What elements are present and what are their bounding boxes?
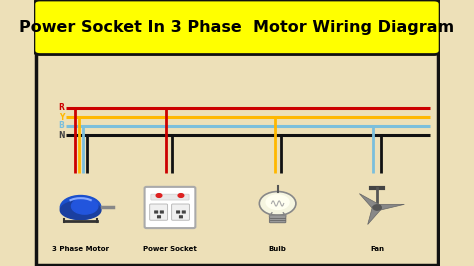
Text: Power Socket: Power Socket (143, 246, 197, 252)
FancyBboxPatch shape (270, 215, 286, 223)
Text: N: N (58, 131, 64, 140)
FancyBboxPatch shape (36, 1, 438, 265)
FancyBboxPatch shape (172, 204, 190, 220)
Ellipse shape (60, 201, 101, 219)
FancyBboxPatch shape (160, 210, 164, 214)
Text: Fan: Fan (370, 246, 384, 252)
Polygon shape (368, 206, 382, 225)
Text: 3 Phase Motor: 3 Phase Motor (52, 246, 109, 252)
FancyBboxPatch shape (179, 215, 183, 218)
Text: Bulb: Bulb (269, 246, 287, 252)
Circle shape (265, 194, 290, 210)
Polygon shape (359, 194, 381, 210)
Circle shape (178, 194, 184, 197)
FancyBboxPatch shape (151, 194, 189, 200)
Text: B: B (59, 121, 64, 130)
Polygon shape (376, 204, 404, 211)
FancyBboxPatch shape (157, 215, 161, 218)
Text: Y: Y (59, 113, 64, 122)
FancyBboxPatch shape (176, 210, 180, 214)
FancyBboxPatch shape (150, 204, 167, 220)
Circle shape (373, 205, 381, 210)
FancyBboxPatch shape (145, 187, 195, 228)
FancyBboxPatch shape (34, 0, 440, 55)
Circle shape (156, 194, 162, 197)
FancyBboxPatch shape (154, 210, 158, 214)
Ellipse shape (60, 196, 101, 219)
Text: Power Socket In 3 Phase  Motor Wiring Diagram: Power Socket In 3 Phase Motor Wiring Dia… (19, 20, 455, 35)
Text: R: R (58, 103, 64, 112)
FancyBboxPatch shape (182, 210, 186, 214)
Ellipse shape (72, 198, 98, 214)
Circle shape (259, 192, 296, 215)
